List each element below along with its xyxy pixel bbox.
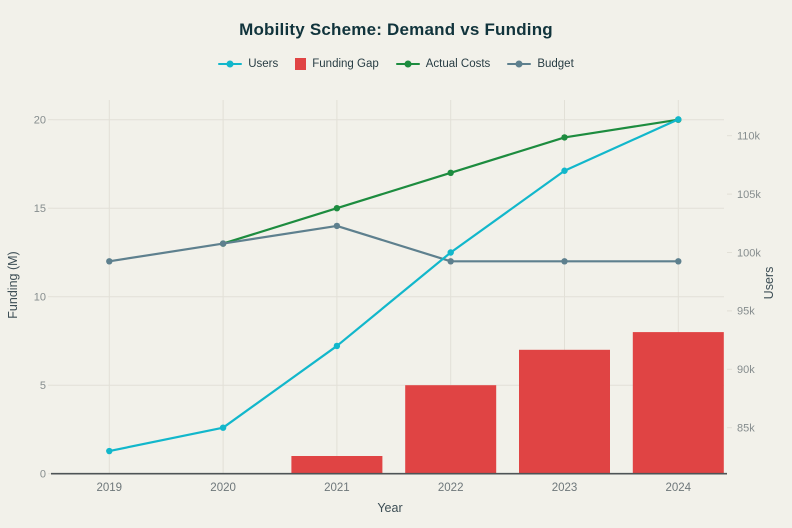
users-point [561, 167, 568, 174]
y-left-tick-label: 10 [34, 292, 46, 304]
y-right-tick-label: 110k [737, 131, 761, 143]
funding-gap-bar [632, 332, 724, 474]
y-left-tick-label: 5 [40, 380, 46, 392]
budget-line-swatch-icon [507, 60, 532, 68]
users-point [219, 424, 227, 431]
y-right-tick-label: 95k [737, 306, 755, 318]
y-right-tick-label: 85k [737, 423, 755, 435]
funding-gap-bar [291, 456, 383, 474]
legend-label: Actual Costs [425, 58, 491, 70]
budget-point [333, 222, 341, 230]
legend-label: Users [248, 58, 279, 70]
users-point [675, 116, 682, 123]
users-point [333, 342, 341, 350]
x-tick-label: 2021 [324, 482, 350, 494]
users-point [447, 249, 454, 256]
budget-point [219, 240, 227, 247]
x-tick-label: 2020 [210, 482, 236, 494]
actual-costs-line-swatch-icon [395, 60, 420, 68]
budget-point [447, 258, 454, 265]
x-tick-label: 2023 [552, 482, 578, 494]
y-right-tick-label: 90k [737, 364, 755, 376]
legend-item-actual-costs: Actual Costs [395, 58, 491, 70]
legend-item-budget: Budget [507, 58, 574, 70]
budget-point [675, 258, 682, 265]
legend-label: Budget [537, 58, 574, 70]
actual-costs-point [447, 169, 454, 176]
y-left-tick-label: 0 [40, 469, 46, 481]
budget-point [106, 258, 113, 265]
y-axis-title-right: Users [762, 266, 776, 300]
x-tick-label: 2022 [438, 482, 464, 494]
x-axis-title: Year [377, 501, 403, 515]
funding-gap-bar [519, 349, 610, 474]
x-tick-label: 2024 [666, 482, 692, 494]
legend-label: Funding Gap [312, 58, 379, 70]
users-line [108, 118, 680, 453]
legend-item-funding-gap: Funding Gap [295, 58, 379, 70]
funding-gap-bar [405, 385, 497, 474]
budget-point [561, 258, 568, 265]
actual-costs-point [333, 205, 341, 212]
y-left-tick-label: 20 [34, 115, 46, 127]
x-tick-label: 2019 [97, 482, 123, 494]
y-left-tick-label: 15 [34, 203, 46, 215]
legend: Users Funding Gap Actual Costs Budget [0, 58, 792, 70]
y-right-tick-label: 105k [737, 189, 761, 201]
y-right-tick-label: 100k [737, 247, 761, 259]
y-axis-title-left: Funding (M) [6, 251, 20, 319]
users-line-swatch-icon [218, 60, 243, 68]
users-point [106, 447, 113, 455]
legend-item-users: Users [218, 58, 278, 70]
actual-costs-point [561, 134, 568, 141]
chart-title: Mobility Scheme: Demand vs Funding [239, 20, 553, 39]
funding-gap-square-swatch-icon [295, 58, 307, 70]
budget-line [108, 224, 680, 263]
